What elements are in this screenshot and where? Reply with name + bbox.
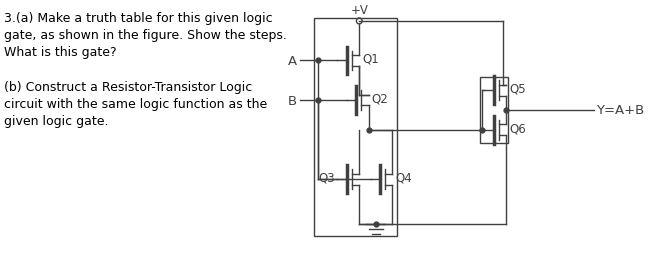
Text: A: A (288, 55, 297, 68)
Text: Q5: Q5 (509, 82, 526, 95)
Text: gate, as shown in the figure. Show the steps.: gate, as shown in the figure. Show the s… (3, 29, 286, 42)
Text: B: B (288, 94, 297, 107)
Text: Q1: Q1 (362, 53, 379, 66)
Text: given logic gate.: given logic gate. (3, 114, 108, 127)
Text: Q4: Q4 (395, 171, 412, 184)
Text: Q2: Q2 (372, 92, 388, 105)
Text: +V: +V (350, 4, 368, 17)
Text: 3.(a) Make a truth table for this given logic: 3.(a) Make a truth table for this given … (3, 12, 272, 25)
Text: Y=A+B: Y=A+B (596, 104, 644, 117)
Text: Q3: Q3 (318, 171, 335, 184)
Text: What is this gate?: What is this gate? (3, 45, 116, 58)
Text: circuit with the same logic function as the: circuit with the same logic function as … (3, 98, 267, 111)
Text: Q6: Q6 (509, 122, 526, 135)
Text: (b) Construct a Resistor-Transistor Logic: (b) Construct a Resistor-Transistor Logi… (3, 81, 252, 94)
